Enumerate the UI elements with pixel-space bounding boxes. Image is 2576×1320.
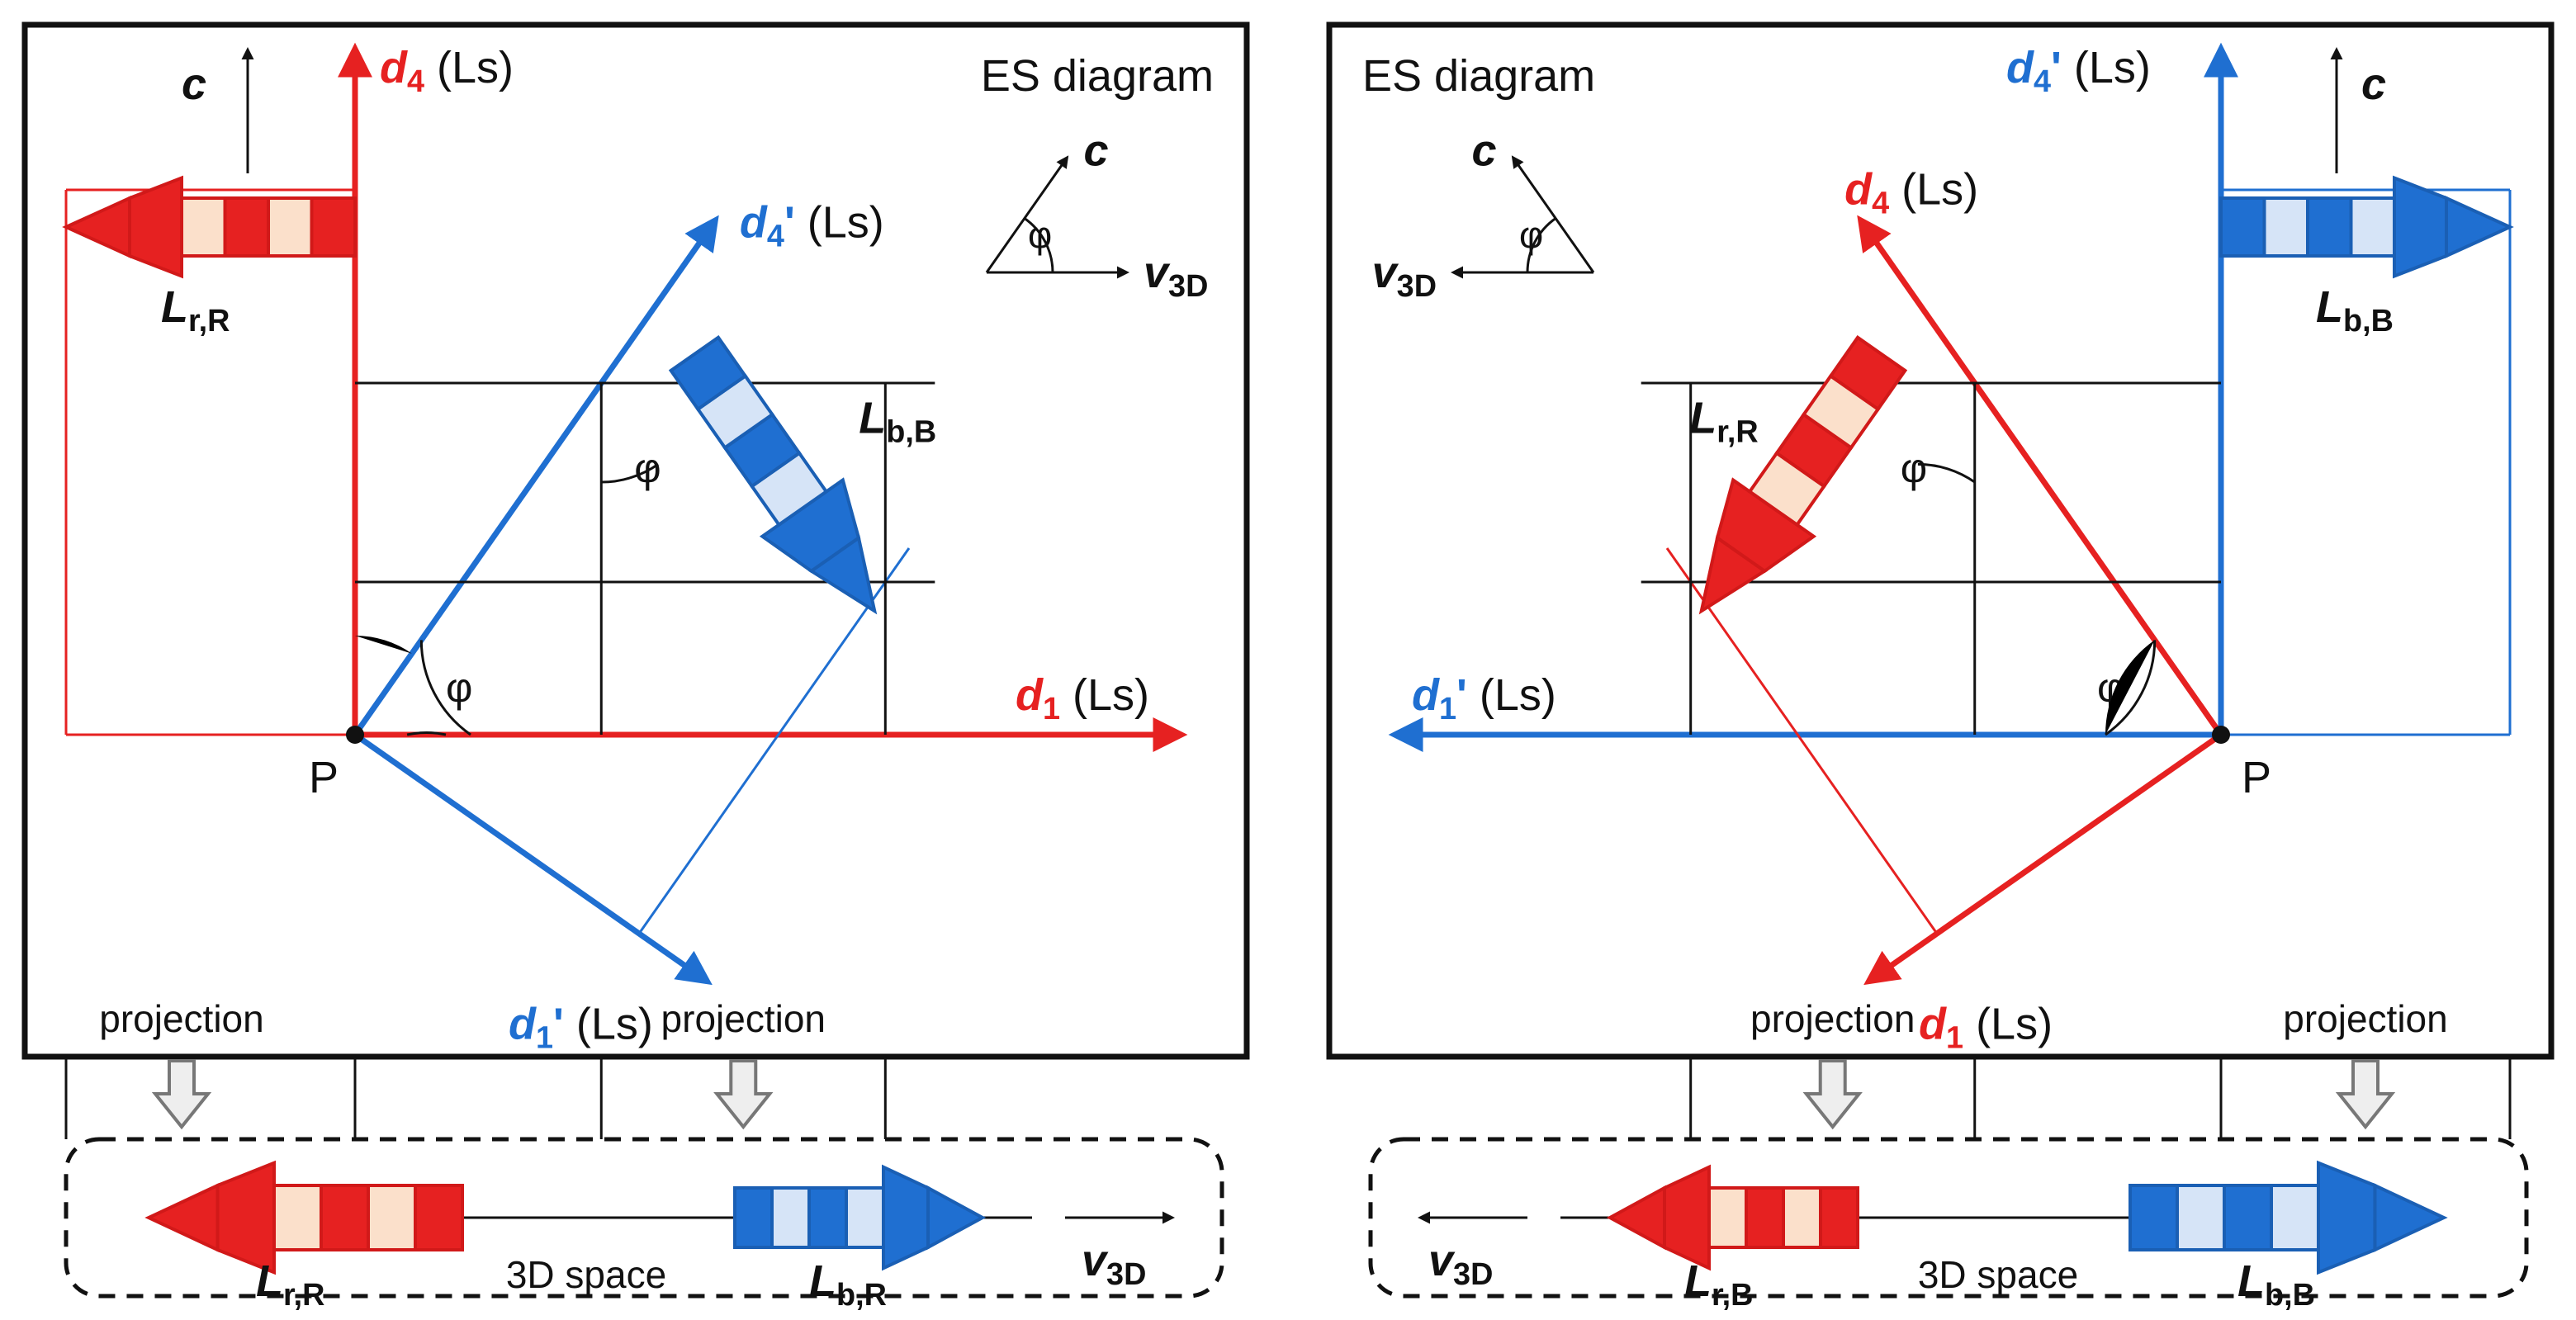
svg-text:projection: projection [1750,997,1915,1040]
svg-text:d1' (Ls): d1' (Ls) [1412,670,1556,726]
svg-text:φ: φ [1901,445,1927,491]
svg-text:c: c [182,59,206,109]
svg-text:d1 (Ls): d1 (Ls) [1016,670,1149,726]
svg-text:projection: projection [99,997,263,1040]
svg-text:d1' (Ls): d1' (Ls) [509,999,653,1055]
svg-text:c: c [2361,59,2386,109]
svg-text:φ: φ [1028,214,1052,256]
es-diagram-pair: ES diagram c d1 (Ls) d4 (Ls) d4' (Ls) d1' (Ls… [0,0,2576,1320]
svg-text:3D space: 3D space [506,1253,666,1296]
svg-text:d4' (Ls): d4' (Ls) [740,197,884,253]
left-title: ES diagram [981,51,1214,101]
canvas-bg [0,0,2576,1320]
svg-text:ES diagram: ES diagram [1362,51,1595,101]
svg-text:c: c [1084,126,1109,176]
svg-text:projection: projection [2283,997,2447,1040]
svg-text:P: P [2242,753,2271,802]
svg-text:d4 (Ls): d4 (Ls) [380,43,514,99]
svg-text:projection: projection [661,997,826,1040]
svg-text:d1 (Ls): d1 (Ls) [1919,999,2053,1055]
svg-text:P: P [309,753,339,802]
svg-text:3D space: 3D space [1918,1253,2078,1296]
svg-text:φ: φ [1519,214,1543,256]
svg-text:c: c [1471,126,1496,176]
svg-text:φ: φ [634,445,661,491]
svg-text:φ: φ [446,665,472,711]
svg-text:d4 (Ls): d4 (Ls) [1844,164,1978,220]
svg-text:d4' (Ls): d4' (Ls) [2006,43,2151,99]
